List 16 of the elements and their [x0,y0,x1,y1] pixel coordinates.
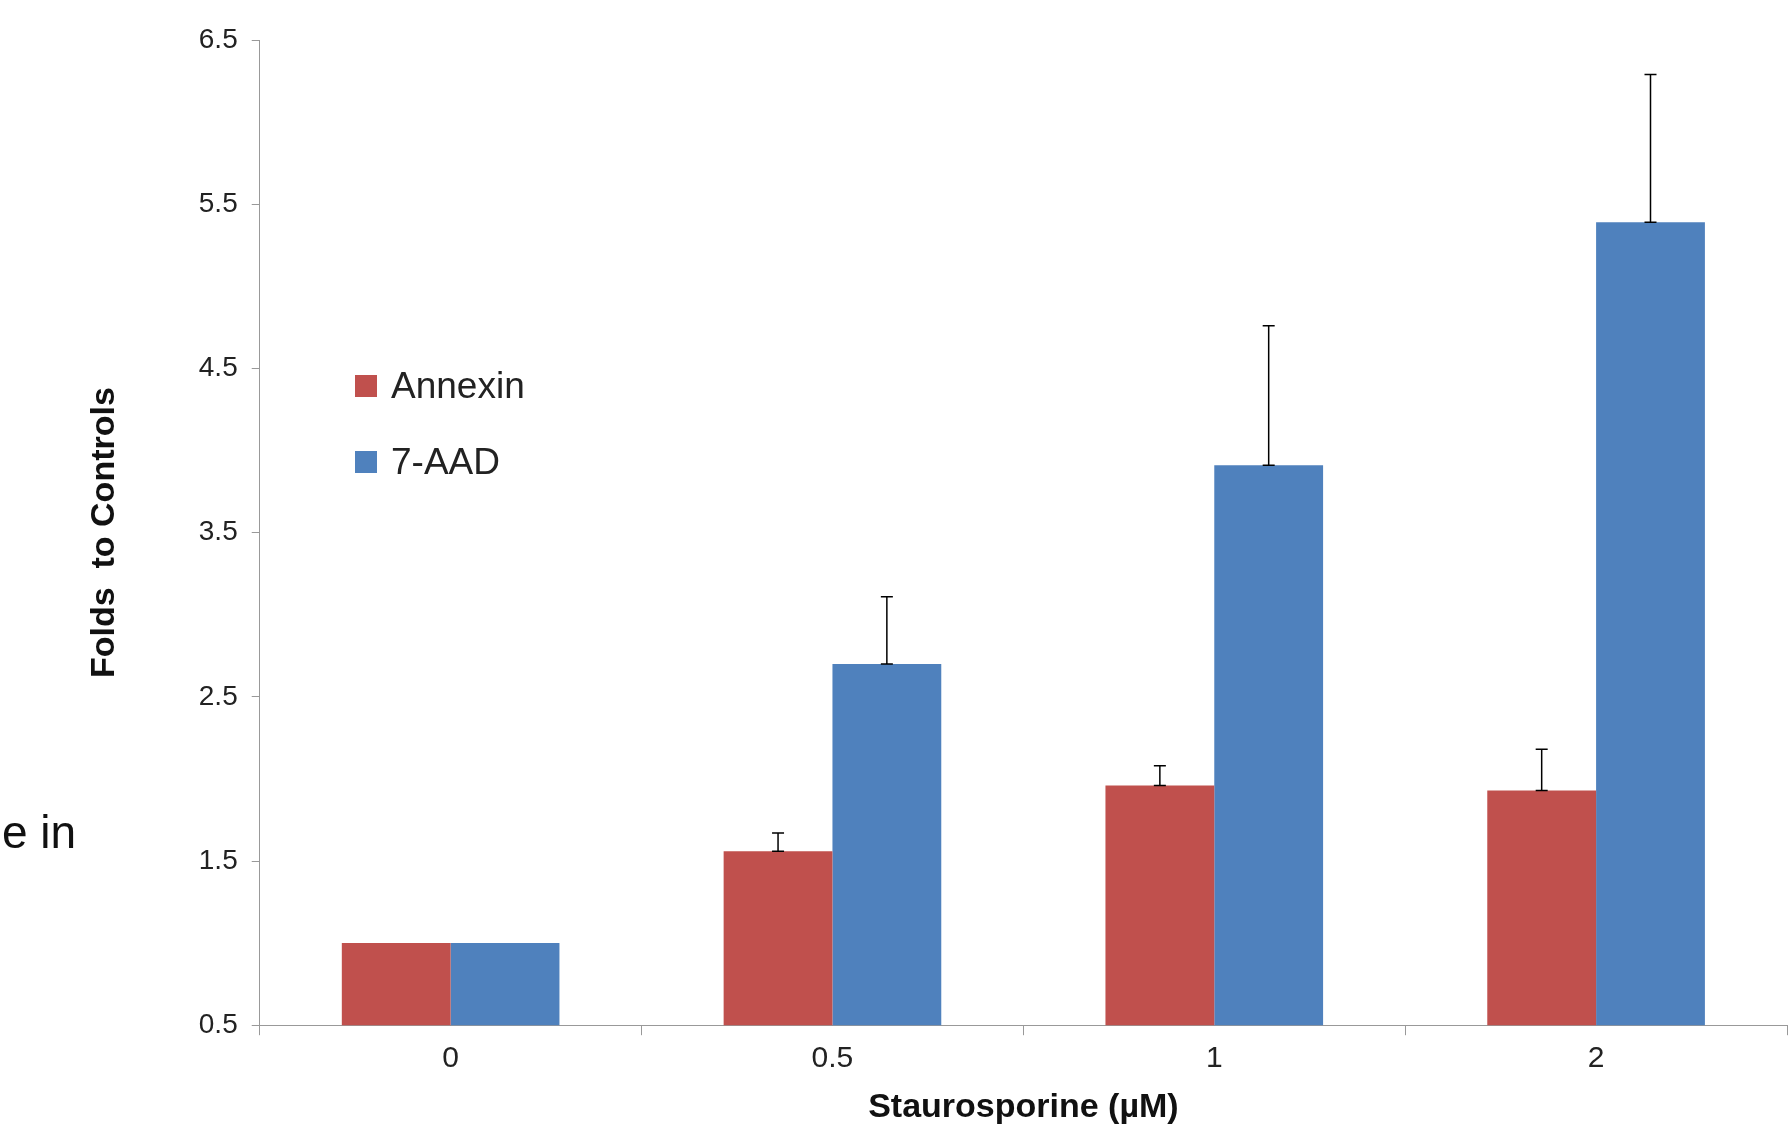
y-tick-label: 1.5 [198,843,238,875]
legend-label: Annexin [391,365,525,407]
x-tick-label: 0 [442,1040,459,1074]
legend-label: 7-AAD [391,441,500,483]
y-axis-title: Folds to Controls [82,387,121,679]
y-tick-label: 6.5 [198,22,238,54]
x-tick-label: 0.5 [811,1040,854,1074]
x-tick-label: 1 [1205,1040,1223,1074]
y-tick-label: 0.5 [198,1007,238,1039]
y-tick-label: 2.5 [198,679,238,711]
x-tick-label: 2 [1587,1040,1605,1074]
x-axis-title: Staurosporine (µM) [868,1085,1179,1124]
y-tick-label: 5.5 [198,186,238,218]
y-tick-label: 4.5 [198,351,238,383]
text: e in [2,805,77,859]
y-tick-label: 3.5 [198,515,238,547]
